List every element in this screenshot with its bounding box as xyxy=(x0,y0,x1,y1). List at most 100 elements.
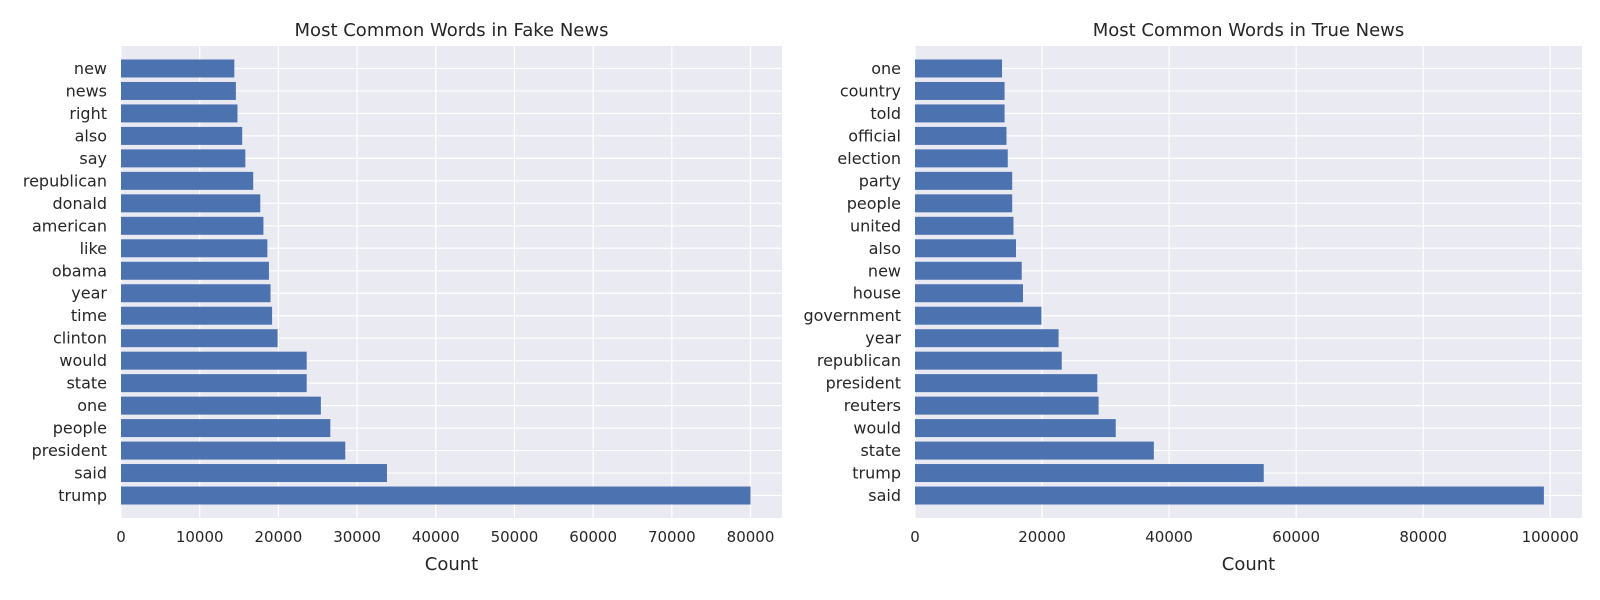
category-label: trump xyxy=(852,464,901,483)
plot-area xyxy=(915,46,1582,518)
bar-obama xyxy=(121,261,269,280)
bar-said xyxy=(915,486,1544,505)
category-label: trump xyxy=(58,486,107,505)
x-tick-label: 20000 xyxy=(255,528,303,546)
bar-house xyxy=(915,284,1023,303)
category-label: one xyxy=(77,396,107,415)
category-label: said xyxy=(868,486,901,505)
bar-say xyxy=(121,149,246,168)
x-tick-label: 70000 xyxy=(648,528,696,546)
bar-also xyxy=(121,126,243,145)
category-label: state xyxy=(66,374,107,393)
category-label: state xyxy=(860,441,901,460)
bar-news xyxy=(121,81,236,100)
bar-new xyxy=(915,261,1022,280)
category-label: new xyxy=(868,261,901,280)
x-tick-label: 60000 xyxy=(569,528,617,546)
bar-would xyxy=(915,419,1116,438)
bar-donald xyxy=(121,194,261,213)
category-label: american xyxy=(32,216,107,235)
category-label: year xyxy=(865,329,901,348)
category-label: president xyxy=(32,441,107,460)
category-label: official xyxy=(848,126,901,145)
category-label: also xyxy=(869,239,901,258)
bar-told xyxy=(915,104,1005,123)
category-label: news xyxy=(66,81,107,100)
category-label: clinton xyxy=(53,329,107,348)
category-label: house xyxy=(853,284,901,303)
category-label: also xyxy=(75,126,107,145)
category-label: would xyxy=(853,419,901,438)
bar-year xyxy=(121,284,271,303)
bar-people xyxy=(121,419,331,438)
bar-one xyxy=(915,59,1003,78)
bar-time xyxy=(121,306,273,325)
chart-title: Most Common Words in Fake News xyxy=(295,20,609,41)
x-tick-label: 10000 xyxy=(176,528,224,546)
bar-president xyxy=(121,441,346,460)
category-label: time xyxy=(71,306,107,325)
bar-party xyxy=(915,171,1013,190)
category-label: say xyxy=(79,149,107,168)
bar-state xyxy=(915,441,1154,460)
x-tick-label: 30000 xyxy=(333,528,381,546)
bar-new xyxy=(121,59,235,78)
bar-year xyxy=(915,329,1059,348)
bar-united xyxy=(915,216,1014,235)
bar-one xyxy=(121,396,321,415)
category-label: people xyxy=(847,194,901,213)
bar-election xyxy=(915,149,1008,168)
category-label: president xyxy=(826,374,901,393)
category-label: party xyxy=(859,171,901,190)
category-label: republican xyxy=(23,171,107,190)
bar-also xyxy=(915,239,1017,258)
bar-would xyxy=(121,351,307,370)
x-tick-label: 20000 xyxy=(1018,528,1066,546)
bar-republican xyxy=(121,171,254,190)
x-axis-label: Count xyxy=(425,554,478,575)
category-label: election xyxy=(837,149,901,168)
bar-trump xyxy=(915,464,1264,483)
category-label: right xyxy=(69,104,107,123)
category-label: united xyxy=(850,216,901,235)
bar-reuters xyxy=(915,396,1099,415)
category-label: people xyxy=(53,419,107,438)
x-axis-label: Count xyxy=(1222,554,1275,575)
x-tick-label: 100000 xyxy=(1522,528,1579,546)
category-label: country xyxy=(840,81,901,100)
bar-clinton xyxy=(121,329,278,348)
bar-trump xyxy=(121,486,751,505)
chart-title: Most Common Words in True News xyxy=(1093,20,1405,41)
x-tick-label: 80000 xyxy=(727,528,775,546)
category-label: obama xyxy=(52,261,107,280)
chart-true-news: said trump state would reuters president repub… xyxy=(803,20,1582,575)
category-label: government xyxy=(803,306,901,325)
x-tick-label: 80000 xyxy=(1399,528,1447,546)
category-label: donald xyxy=(53,194,108,213)
bar-republican xyxy=(915,351,1062,370)
category-label: new xyxy=(74,59,107,78)
bar-said xyxy=(121,464,387,483)
x-tick-label: 0 xyxy=(910,528,920,546)
bar-state xyxy=(121,374,307,393)
bar-like xyxy=(121,239,268,258)
category-label: year xyxy=(71,284,107,303)
bar-right xyxy=(121,104,238,123)
bar-american xyxy=(121,216,264,235)
bar-people xyxy=(915,194,1013,213)
x-tick-label: 40000 xyxy=(412,528,460,546)
category-label: told xyxy=(870,104,901,123)
x-tick-label: 40000 xyxy=(1145,528,1193,546)
category-label: said xyxy=(74,464,107,483)
category-label: would xyxy=(59,351,107,370)
category-label: reuters xyxy=(844,396,901,415)
bar-president xyxy=(915,374,1098,393)
x-tick-label: 0 xyxy=(116,528,126,546)
category-label: one xyxy=(871,59,901,78)
bar-government xyxy=(915,306,1042,325)
bar-official xyxy=(915,126,1007,145)
x-tick-label: 60000 xyxy=(1272,528,1320,546)
chart-fake-news: trump said president people one state would cli… xyxy=(23,20,782,575)
category-label: like xyxy=(80,239,107,258)
x-tick-label: 50000 xyxy=(491,528,539,546)
